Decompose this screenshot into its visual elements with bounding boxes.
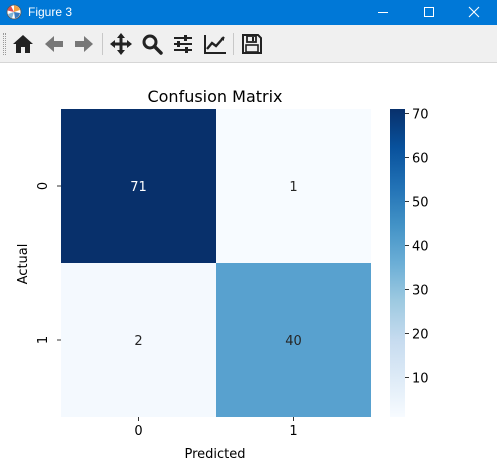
edit-axis-button[interactable] — [201, 31, 227, 57]
heatmap-cell — [61, 109, 216, 263]
colorbar-tick-label: 10 — [412, 371, 429, 386]
toolbar-separator — [233, 33, 234, 55]
save-button[interactable] — [239, 31, 265, 57]
chart-title: Confusion Matrix — [147, 87, 282, 106]
navigation-toolbar — [0, 25, 497, 63]
maximize-icon — [424, 7, 434, 17]
pan-icon — [110, 33, 132, 55]
y-tick-label: 0 — [36, 182, 51, 190]
cell-value-label: 71 — [130, 180, 147, 195]
maximize-button[interactable] — [406, 0, 452, 25]
toolbar-grip[interactable] — [3, 33, 6, 55]
matplotlib-logo-icon — [6, 4, 22, 20]
colorbar-tick-label: 60 — [412, 151, 429, 166]
y-tick-label: 1 — [36, 336, 51, 344]
x-axis-label: Predicted — [184, 447, 245, 462]
colorbar-tick-label: 50 — [412, 195, 429, 210]
pan-button[interactable] — [108, 31, 134, 57]
minimize-icon — [378, 12, 388, 13]
colorbar-tick-label: 40 — [412, 239, 429, 254]
cell-value-label: 2 — [134, 334, 142, 349]
cell-value-label: 1 — [289, 180, 297, 195]
title-bar: Figure 3 — [0, 0, 497, 25]
close-icon — [468, 6, 480, 18]
save-icon — [242, 34, 262, 54]
cell-value-label: 40 — [285, 334, 302, 349]
y-axis-label: Actual — [16, 244, 31, 285]
back-button[interactable] — [41, 31, 67, 57]
toolbar-separator — [102, 33, 103, 55]
zoom-icon — [142, 34, 163, 55]
home-icon — [13, 35, 33, 53]
back-arrow-icon — [45, 36, 63, 52]
home-button[interactable] — [10, 31, 36, 57]
colorbar — [390, 109, 405, 417]
close-button[interactable] — [451, 0, 497, 25]
zoom-button[interactable] — [139, 31, 165, 57]
window-title: Figure 3 — [28, 5, 73, 19]
x-tick-label: 0 — [134, 424, 142, 439]
heatmap-cell — [61, 263, 216, 417]
forward-button[interactable] — [71, 31, 97, 57]
configure-subplots-icon — [174, 35, 192, 53]
x-tick-label: 1 — [289, 424, 297, 439]
heatmap-cell — [216, 263, 371, 417]
colorbar-tick-label: 20 — [412, 327, 429, 342]
heatmap-cell — [216, 109, 371, 263]
colorbar-tick-label: 30 — [412, 283, 429, 298]
forward-arrow-icon — [75, 36, 93, 52]
minimize-button[interactable] — [360, 0, 406, 25]
edit-axis-icon — [204, 35, 226, 54]
configure-subplots-button[interactable] — [170, 31, 196, 57]
colorbar-tick-label: 70 — [412, 107, 429, 122]
